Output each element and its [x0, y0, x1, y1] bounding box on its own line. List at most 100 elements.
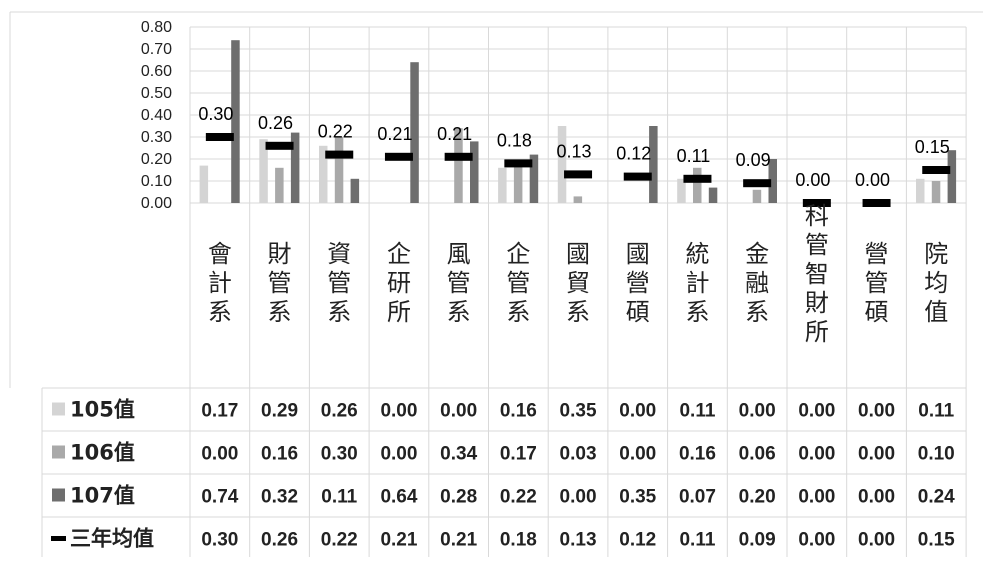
bar-107值 — [290, 132, 300, 203]
average-marker — [384, 152, 413, 161]
average-data-label: 0.30 — [198, 104, 233, 124]
legend-label: 105值 — [70, 398, 135, 422]
bar-105值 — [319, 145, 328, 203]
legend-label: 107值 — [70, 484, 135, 508]
average-marker — [802, 199, 831, 207]
table-cell: 0.00 — [380, 444, 417, 465]
table-cell: 0.64 — [380, 487, 417, 508]
category-label: 風管系 — [447, 240, 471, 326]
legend-key-105值 — [52, 402, 65, 416]
bar-107值 — [947, 150, 957, 203]
average-marker — [564, 170, 593, 179]
average-data-label: 0.13 — [557, 141, 592, 161]
table-cell: 0.11 — [321, 487, 357, 508]
bar-107值 — [350, 178, 360, 203]
table-cell: 0.21 — [380, 530, 417, 551]
bar-107值 — [649, 126, 658, 203]
y-tick-label: 0.10 — [141, 173, 172, 190]
bar-105值 — [199, 165, 209, 203]
category-label: 科管智財所 — [805, 202, 829, 346]
table-cell: 0.16 — [679, 444, 716, 465]
table-cell: 0.35 — [560, 401, 597, 422]
table-cell: 0.26 — [321, 401, 358, 422]
table-cell: 0.09 — [739, 530, 776, 551]
table-cell: 0.00 — [619, 444, 656, 465]
category-label: 企管系 — [506, 240, 530, 326]
table-cell: 0.18 — [500, 530, 537, 551]
table-cell: 0.06 — [739, 444, 776, 465]
legend-key-三年均值 — [51, 536, 66, 541]
table-cell: 0.26 — [261, 530, 298, 551]
table-cell: 0.15 — [918, 530, 955, 551]
bar-106值 — [693, 167, 702, 203]
table-cell: 0.00 — [739, 401, 776, 422]
average-data-label: 0.21 — [437, 124, 472, 144]
category-label: 會計系 — [208, 240, 232, 326]
bar-106值 — [275, 167, 284, 203]
average-marker — [862, 199, 891, 207]
bar-105值 — [916, 178, 925, 203]
average-marker — [743, 179, 772, 188]
average-marker — [922, 166, 951, 174]
table-cell: 0.16 — [261, 444, 298, 465]
average-marker — [623, 172, 652, 181]
table-cell: 0.00 — [858, 487, 895, 508]
average-data-label: 0.11 — [677, 146, 711, 166]
average-marker — [205, 133, 234, 141]
bar-107值 — [231, 40, 240, 204]
category-label: 國營碩 — [626, 240, 650, 326]
table-cell: 0.28 — [440, 487, 477, 508]
table-cell: 0.11 — [918, 401, 954, 422]
bar-105值 — [557, 126, 567, 203]
bar-107值 — [470, 141, 479, 203]
average-data-label: 0.22 — [318, 122, 353, 142]
category-label: 資管系 — [327, 240, 351, 326]
bar-107值 — [529, 154, 539, 203]
average-data-label: 0.21 — [377, 124, 412, 144]
bar-106值 — [931, 181, 941, 203]
table-cell: 0.00 — [440, 401, 477, 422]
table-cell: 0.00 — [798, 401, 835, 422]
table-cell: 0.07 — [679, 487, 716, 508]
average-data-label: 0.26 — [258, 113, 293, 133]
bar-105值 — [677, 178, 686, 203]
table-cell: 0.30 — [201, 530, 238, 551]
average-data-label: 0.00 — [855, 170, 890, 190]
bar-107值 — [708, 187, 718, 203]
legend-key-106值 — [52, 445, 65, 459]
table-cell: 0.00 — [560, 487, 597, 508]
bar-105值 — [259, 139, 268, 203]
table-cell: 0.17 — [500, 444, 537, 465]
category-label: 營管碩 — [865, 240, 889, 326]
table-cell: 0.22 — [500, 487, 537, 508]
table-cell: 0.35 — [619, 487, 656, 508]
table-cell: 0.17 — [201, 401, 238, 422]
y-tick-label: 0.20 — [141, 151, 172, 168]
category-label: 院均值 — [924, 240, 948, 326]
table-cell: 0.11 — [679, 530, 715, 551]
category-label: 金融系 — [745, 240, 769, 326]
bar-106值 — [573, 196, 583, 203]
table-cell: 0.29 — [261, 401, 298, 422]
bar-107值 — [410, 62, 419, 204]
average-marker — [325, 150, 354, 159]
table-cell: 0.32 — [261, 487, 298, 508]
table-cell: 0.00 — [858, 530, 895, 551]
bar-106值 — [752, 189, 762, 203]
category-label: 財管系 — [268, 240, 292, 326]
legend-key-107值 — [52, 488, 65, 502]
table-cell: 0.00 — [619, 401, 656, 422]
y-tick-label: 0.30 — [141, 129, 172, 146]
y-tick-label: 0.60 — [141, 63, 172, 80]
average-data-label: 0.00 — [795, 170, 830, 190]
average-data-label: 0.18 — [497, 130, 532, 150]
average-data-label: 0.15 — [915, 137, 950, 157]
average-data-label: 0.09 — [736, 150, 771, 170]
average-marker — [444, 152, 473, 161]
table-cell: 0.00 — [380, 401, 417, 422]
table-cell: 0.00 — [798, 530, 835, 551]
table-cell: 0.00 — [798, 444, 835, 465]
category-label: 國貿系 — [566, 240, 590, 326]
